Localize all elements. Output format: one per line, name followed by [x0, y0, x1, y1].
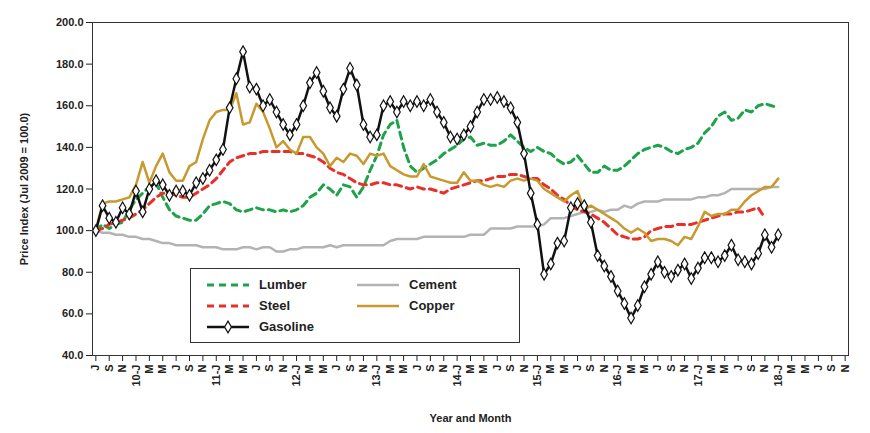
svg-text:S: S [665, 365, 677, 372]
html-text:Steel: Steel [259, 298, 291, 313]
svg-text:M: M [785, 365, 797, 374]
svg-text:M: M [477, 365, 489, 374]
svg-text:Year and Month: Year and Month [430, 412, 512, 424]
svg-text:J: J [651, 365, 663, 371]
html-text:Gasoline: Gasoline [259, 319, 314, 334]
svg-text:N: N [277, 364, 289, 372]
svg-text:N: N [437, 364, 449, 372]
svg-text:15-J: 15-J [531, 365, 543, 387]
svg-text:M: M [638, 365, 650, 374]
svg-text:M: M [799, 365, 811, 374]
svg-text:12-J: 12-J [290, 365, 302, 387]
svg-text:100.0: 100.0 [56, 224, 84, 236]
svg-text:160.0: 160.0 [56, 99, 84, 111]
svg-text:S: S [263, 365, 275, 372]
svg-text:J: J [571, 365, 583, 371]
svg-text:N: N [598, 364, 610, 372]
svg-text:J: J [732, 365, 744, 371]
html-text:Lumber: Lumber [259, 277, 307, 292]
svg-text:N: N [518, 364, 530, 372]
svg-text:M: M [464, 365, 476, 374]
svg-text:M: M [143, 365, 155, 374]
svg-text:S: S [745, 365, 757, 372]
svg-text:M: M [303, 365, 315, 374]
svg-text:200.0: 200.0 [56, 16, 84, 28]
svg-text:16-J: 16-J [611, 365, 623, 387]
svg-text:140.0: 140.0 [56, 141, 84, 153]
svg-text:N: N [678, 364, 690, 372]
svg-text:J: J [330, 365, 342, 371]
svg-text:N: N [116, 364, 128, 372]
svg-text:M: M [718, 365, 730, 374]
svg-text:S: S [825, 365, 837, 372]
svg-text:N: N [758, 364, 770, 372]
svg-text:180.0: 180.0 [56, 58, 84, 70]
svg-text:M: M [397, 365, 409, 374]
svg-text:J: J [491, 365, 503, 371]
html-text:Copper: Copper [409, 298, 455, 313]
svg-text:18-J: 18-J [772, 365, 784, 387]
svg-text:J: J [812, 365, 824, 371]
svg-text:S: S [103, 365, 115, 372]
svg-text:Price Index (Jul 2009 = 100.0): Price Index (Jul 2009 = 100.0) [18, 112, 30, 265]
svg-text:M: M [223, 365, 235, 374]
svg-text:M: M [156, 365, 168, 374]
svg-text:N: N [839, 364, 851, 372]
svg-text:S: S [584, 365, 596, 372]
svg-text:M: M [705, 365, 717, 374]
svg-text:10-J: 10-J [130, 365, 142, 387]
svg-text:M: M [558, 365, 570, 374]
svg-text:11-J: 11-J [210, 365, 222, 386]
html-text:Cement: Cement [409, 277, 457, 292]
svg-text:J: J [170, 365, 182, 371]
svg-text:M: M [384, 365, 396, 374]
svg-text:J: J [410, 365, 422, 371]
svg-text:S: S [344, 365, 356, 372]
svg-text:N: N [196, 364, 208, 372]
svg-text:14-J: 14-J [451, 365, 463, 387]
svg-text:M: M [544, 365, 556, 374]
svg-text:M: M [317, 365, 329, 374]
svg-text:J: J [89, 365, 101, 371]
svg-text:60.0: 60.0 [62, 307, 83, 319]
svg-text:40.0: 40.0 [62, 349, 83, 361]
svg-text:17-J: 17-J [691, 365, 703, 387]
svg-text:80.0: 80.0 [62, 266, 83, 278]
svg-text:13-J: 13-J [370, 365, 382, 387]
svg-text:M: M [625, 365, 637, 374]
svg-text:120.0: 120.0 [56, 183, 84, 195]
svg-text:S: S [183, 365, 195, 372]
svg-text:S: S [424, 365, 436, 372]
svg-text:J: J [250, 365, 262, 371]
svg-text:M: M [237, 365, 249, 374]
svg-text:N: N [357, 364, 369, 372]
svg-text:S: S [504, 365, 516, 372]
